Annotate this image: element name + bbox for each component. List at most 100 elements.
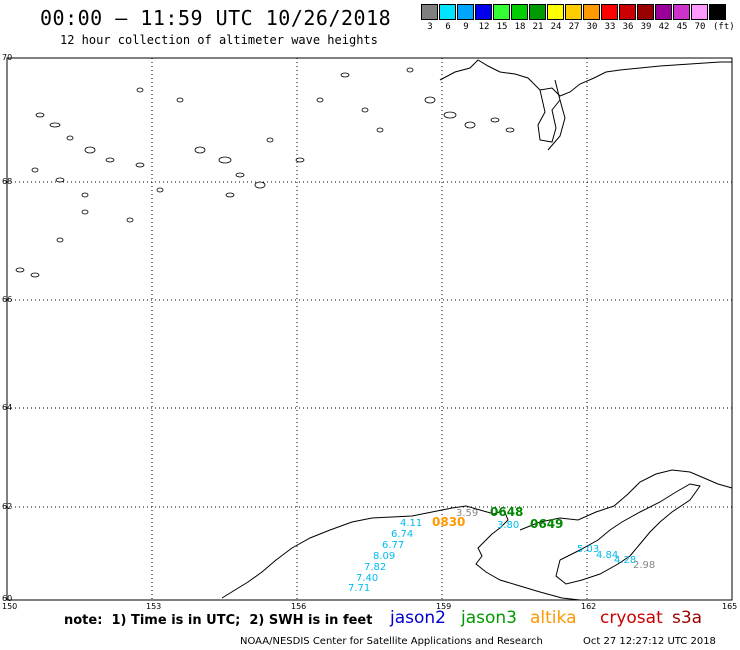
pass-time: 0648: [490, 505, 523, 519]
lake-contour: [15, 267, 25, 273]
legend-label: 70: [694, 22, 706, 32]
legend-label: 30: [586, 22, 598, 32]
legend-label: 12: [478, 22, 490, 32]
lake-contour: [81, 209, 89, 215]
legend-label: 42: [658, 22, 670, 32]
legend-swatch-max: [709, 4, 726, 20]
satellite-cryosat: cryosat: [600, 608, 663, 628]
legend-swatch-3: [421, 4, 438, 20]
lake-contour: [490, 117, 500, 123]
pass-time: 0830: [432, 515, 465, 529]
chart-title: 00:00 – 11:59 UTC 10/26/2018: [40, 6, 392, 30]
lake-contour: [176, 97, 184, 103]
lon-label: 153: [146, 602, 161, 611]
lon-label: 156: [291, 602, 306, 611]
inlet-2: [547, 79, 566, 151]
legend-label: 18: [514, 22, 526, 32]
legend-label: 45: [676, 22, 688, 32]
legend-label: 6: [445, 22, 451, 32]
satellite-jason3: jason3: [461, 608, 517, 628]
lat-label: 60: [2, 594, 12, 603]
lat-label: 64: [2, 403, 12, 412]
lake-contour: [340, 72, 350, 78]
legend-label: 39: [640, 22, 652, 32]
legend-label: 21: [532, 22, 544, 32]
lake-contour: [136, 87, 144, 93]
lake-contour: [424, 96, 436, 104]
kodiak-like-island: [555, 483, 701, 585]
lake-contour: [406, 67, 414, 73]
lake-contour: [254, 181, 266, 189]
coastline: [221, 59, 733, 601]
lake-contours: [15, 67, 515, 278]
lake-contour: [81, 192, 89, 198]
lake-contour: [194, 146, 206, 154]
legend-swatch-21: [529, 4, 546, 20]
lake-contour: [316, 97, 324, 103]
lake-contour: [126, 217, 134, 223]
legend-swatch-36: [619, 4, 636, 20]
lat-label: 68: [2, 177, 12, 186]
satellite-altika: altika: [530, 608, 577, 628]
lon-label: 159: [436, 602, 451, 611]
lat-label: 70: [2, 53, 12, 62]
legend-label: 33: [604, 22, 616, 32]
legend-swatch-6: [439, 4, 456, 20]
lake-contour: [361, 107, 369, 113]
legend-label: 9: [463, 22, 469, 32]
lake-contour: [35, 112, 45, 118]
legend-label: 27: [568, 22, 580, 32]
lake-contour: [66, 135, 74, 141]
swh-value: 6.74: [391, 529, 413, 540]
lake-contour: [56, 237, 64, 243]
swh-value: 7.40: [356, 573, 378, 584]
lake-contour: [31, 167, 39, 173]
lake-contour: [464, 121, 476, 129]
legend-label: 24: [550, 22, 562, 32]
swh-value: 4.28: [614, 555, 636, 566]
lake-contour: [443, 111, 457, 119]
lake-contour: [505, 127, 515, 133]
swh-value: 4.84: [596, 550, 618, 561]
map-frame: [6, 57, 733, 601]
lon-label: 162: [581, 602, 596, 611]
legend-swatch-30: [583, 4, 600, 20]
color-legend: [421, 4, 727, 20]
inlet: [537, 89, 561, 143]
legend-label: 15: [496, 22, 508, 32]
swh-value: 6.77: [382, 540, 404, 551]
lake-contour: [266, 137, 274, 143]
lake-contour: [218, 156, 232, 164]
legend-swatch-42: [655, 4, 672, 20]
legend-swatch-70: [691, 4, 708, 20]
legend-swatch-15: [493, 4, 510, 20]
generated-timestamp: Oct 27 12:27:12 UTC 2018: [583, 636, 716, 647]
legend-swatch-24: [547, 4, 564, 20]
lake-contour: [84, 146, 96, 154]
lake-contour: [30, 272, 40, 278]
units-note: note: 1) Time is in UTC; 2) SWH is in fe…: [64, 613, 373, 628]
lake-contour: [135, 162, 145, 168]
lake-contour: [225, 192, 235, 198]
legend-swatch-12: [475, 4, 492, 20]
legend-swatch-27: [565, 4, 582, 20]
lat-label: 62: [2, 502, 12, 511]
legend-swatch-33: [601, 4, 618, 20]
swh-value: 5.03: [577, 544, 599, 555]
legend-swatch-18: [511, 4, 528, 20]
swh-value: 3.59: [456, 508, 478, 519]
satellite-s3a: s3a: [672, 608, 703, 628]
lon-label: 165: [722, 602, 737, 611]
legend-swatch-45: [673, 4, 690, 20]
lake-contour: [156, 187, 164, 193]
lake-contour: [55, 177, 65, 183]
north-coast: [439, 59, 732, 97]
swh-value: 7.82: [364, 562, 386, 573]
east-coast-north: [519, 469, 733, 531]
legend-label: 36: [622, 22, 634, 32]
peninsula-coast: [221, 505, 581, 601]
legend-unit: (ft): [713, 22, 735, 32]
lake-contour: [295, 157, 305, 163]
legend-swatch-9: [457, 4, 474, 20]
